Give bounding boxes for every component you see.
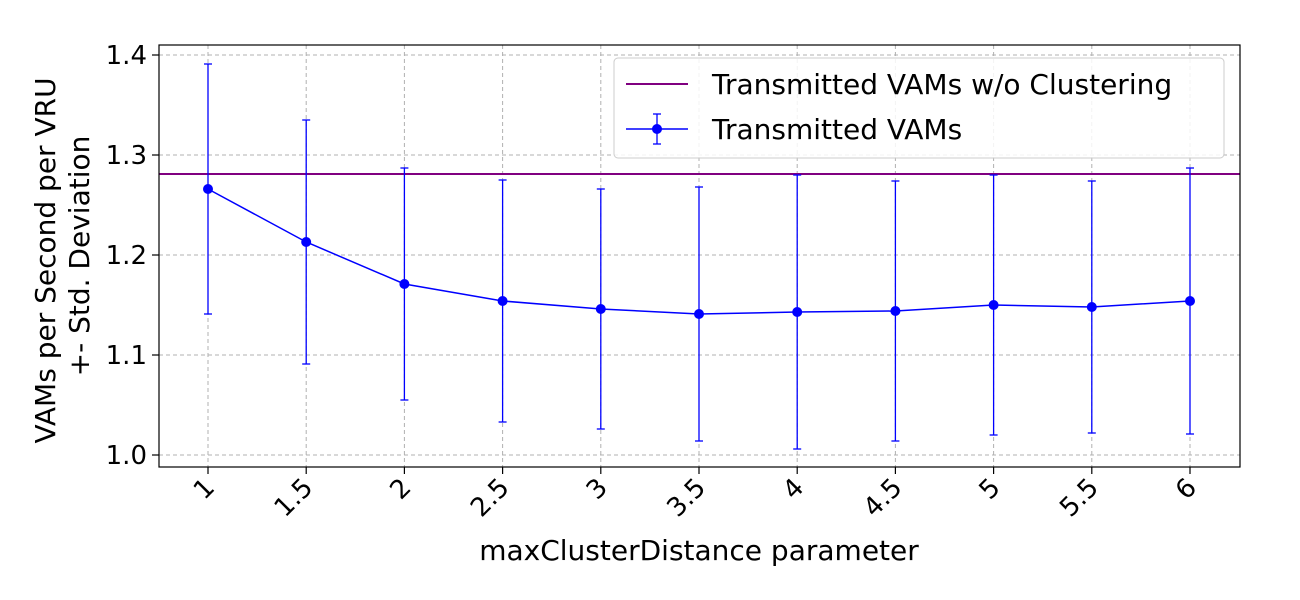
x-tick-label: 5.5 <box>1054 473 1104 523</box>
x-tick-label: 1.5 <box>269 473 319 523</box>
legend-box <box>613 57 1225 159</box>
data-point <box>988 300 999 310</box>
legend-label-reference: Transmitted VAMs w/o Clustering <box>711 68 1172 101</box>
x-tick-label: 2.5 <box>465 473 515 523</box>
data-point <box>890 306 901 316</box>
data-point <box>203 184 213 194</box>
y-tick-label: 1.1 <box>106 341 147 371</box>
y-axis-label-line-1: VAMs per Second per VRU <box>29 77 62 443</box>
x-axis-label: maxClusterDistance parameter <box>479 534 919 567</box>
data-point <box>1185 296 1195 306</box>
data-point <box>301 237 312 247</box>
data-point <box>1086 302 1097 312</box>
x-tick-label: 6 <box>1170 473 1203 506</box>
x-tick-label: 4 <box>777 473 810 506</box>
data-point <box>595 304 606 314</box>
data-point <box>399 279 410 289</box>
y-axis-label: VAMs per Second per VRU +- Std. Deviatio… <box>29 69 96 444</box>
data-point <box>694 309 704 319</box>
x-tick-label: 5 <box>974 473 1007 506</box>
x-tick-label: 2 <box>384 473 417 506</box>
series-layer <box>159 63 1240 450</box>
x-tick-label: 3.5 <box>661 473 711 523</box>
data-point <box>792 307 803 317</box>
y-tick-label: 1.0 <box>106 441 147 471</box>
x-tick-label: 1 <box>188 473 221 506</box>
y-tick-label: 1.3 <box>106 141 147 171</box>
x-tick-label: 3 <box>581 473 614 506</box>
y-tick-label: 1.4 <box>106 41 147 71</box>
legend: Transmitted VAMs w/o Clustering Transmitt… <box>613 57 1225 159</box>
legend-label-series: Transmitted VAMs <box>711 113 962 146</box>
y-axis-label-line-2: +- Std. Deviation <box>63 136 96 377</box>
x-tick-label: 4.5 <box>858 473 908 523</box>
y-tick-label: 1.2 <box>106 241 147 271</box>
data-point <box>497 296 508 306</box>
legend-marker-point <box>652 124 662 134</box>
